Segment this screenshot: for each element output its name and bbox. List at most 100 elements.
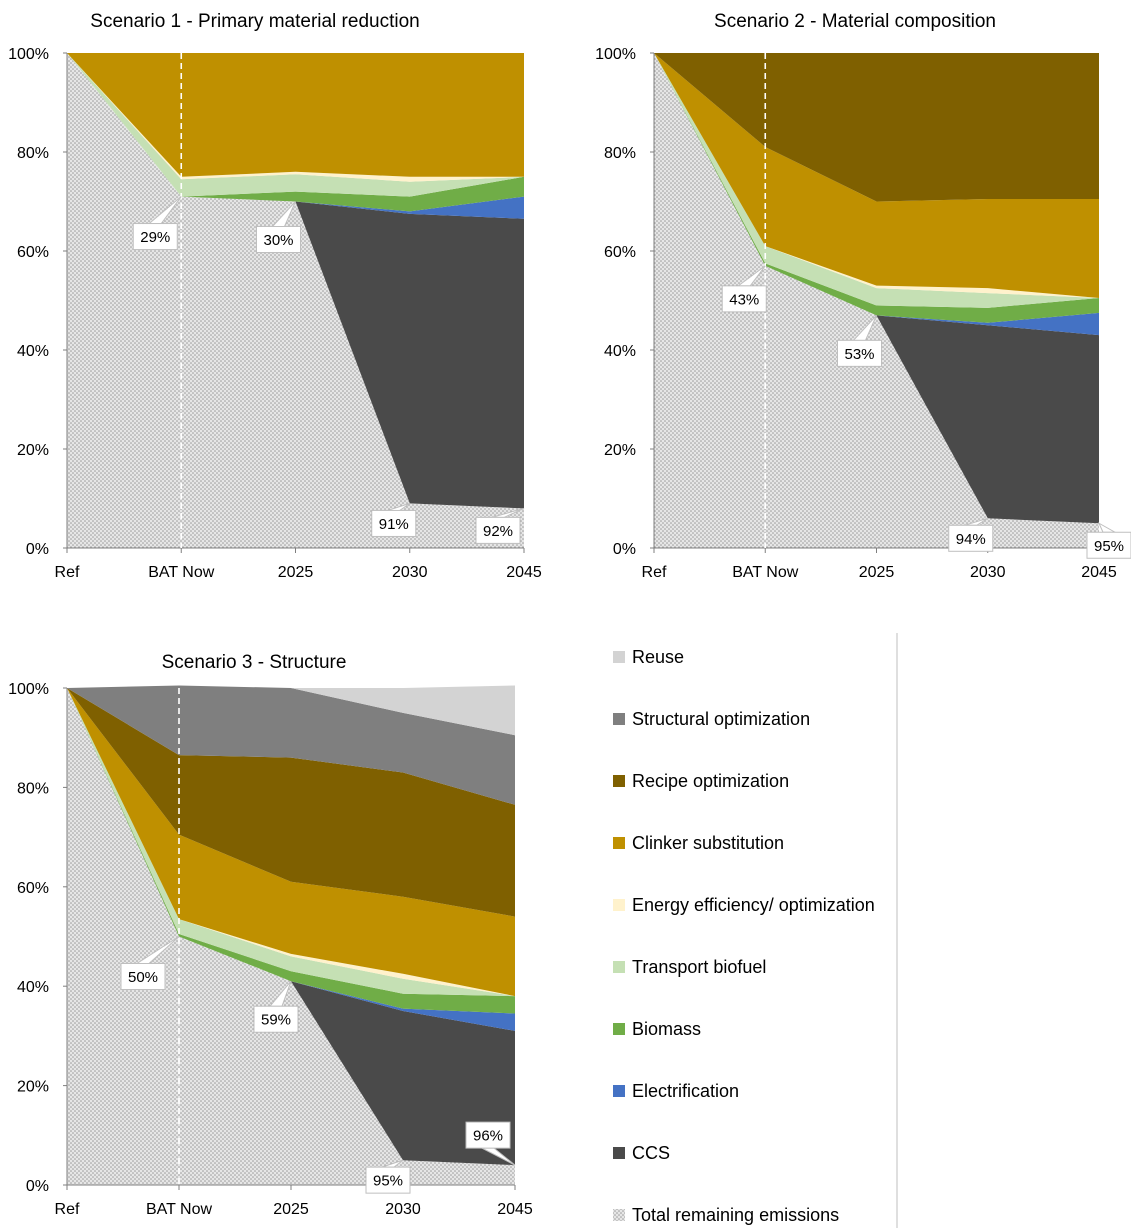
x-tick-label: Ref [55,564,80,581]
legend-swatch [613,837,625,849]
callout-label: 30% [263,232,293,249]
y-tick-label: 20% [17,1079,49,1096]
callout-box [948,524,994,552]
x-tick-label: Ref [642,564,667,581]
x-tick-label: 2030 [392,564,428,581]
x-tick-label: BAT Now [148,564,215,581]
callout-label: 59% [261,1012,291,1029]
callout-box [1086,531,1131,559]
legend-label: Energy efficiency/ optimization [632,895,875,915]
area-recipe [67,688,515,917]
callout-2025: 30% [256,201,301,253]
callout-2025: 53% [837,315,882,367]
x-tick-label: 2045 [1081,564,1117,581]
y-tick-label: 100% [8,46,49,63]
area-biomass [67,53,524,212]
area-structural [67,685,515,805]
callout-bat-now: 50% [120,936,180,990]
legend-swatch [613,1147,625,1159]
legend-swatch [613,1209,625,1221]
callout-bat-now: 43% [721,265,767,313]
legend-item-energy: Energy efficiency/ optimization [613,895,875,915]
callout-2030: 94% [948,517,994,552]
callout-box [120,963,166,990]
callout-box [253,1005,299,1033]
callout-box [837,339,882,367]
y-tick-label: 80% [17,145,49,162]
legend-swatch [613,899,625,911]
legend-item-transport: Transport biofuel [613,957,766,977]
area-reuse [67,685,515,736]
legend-item-clinker: Clinker substitution [613,833,784,853]
callout-bat-now: 29% [132,196,182,251]
legend-item-reuse: Reuse [613,647,684,667]
callout-2030: 95% [365,1159,411,1194]
legend-item-biomass: Biomass [613,1019,701,1039]
area-transport [67,53,524,197]
legend-item-ccs: CCS [613,1143,670,1163]
legend-label: Total remaining emissions [632,1205,839,1225]
legend-label: Structural optimization [632,709,810,729]
callout-box [475,516,521,544]
callout-2045: 96% [465,1121,516,1166]
y-tick-label: 40% [17,979,49,996]
x-tick-label: 2045 [497,1201,533,1218]
callout-label: 95% [1094,538,1124,555]
y-tick-label: 80% [604,145,636,162]
y-tick-label: 20% [17,442,49,459]
callout-box [371,509,417,537]
y-tick-label: 60% [604,244,636,261]
legend-label: Electrification [632,1081,739,1101]
callout-label: 95% [373,1173,403,1190]
callout-box [721,285,767,313]
x-tick-label: 2025 [859,564,895,581]
callout-label: 92% [483,523,513,540]
y-tick-label: 20% [604,442,636,459]
callout-label: 50% [128,969,158,986]
callout-box [465,1121,511,1149]
callout-label: 94% [956,531,986,548]
legend-item-recipe: Recipe optimization [613,771,789,791]
legend-swatch [613,775,625,787]
x-tick-label: BAT Now [146,1201,213,1218]
area-ccs [654,53,1099,524]
y-tick-label: 40% [604,343,636,360]
area-recipe [654,53,1099,202]
y-tick-label: 0% [613,541,636,558]
callout-2025: 59% [253,980,299,1033]
callout-pointer [1097,522,1117,533]
legend-label: Reuse [632,647,684,667]
legend-swatch [613,713,625,725]
chart-legend: Reuse Structural optimization Recipe optim… [613,633,898,1228]
x-tick-label: BAT Now [732,564,799,581]
legend-label: Biomass [632,1019,701,1039]
legend-swatch [613,651,625,663]
y-tick-label: 0% [26,1178,49,1195]
chart-scenario-2: Scenario 2 - Material composition 0% 20% 40… [595,11,1131,581]
callout-label: 91% [379,516,409,533]
y-tick-label: 100% [595,46,636,63]
y-tick-label: 100% [8,681,49,698]
x-tick-label: 2025 [273,1201,309,1218]
area-ccs [67,688,515,1166]
x-tick-label: 2045 [506,564,542,581]
x-tick-label: Ref [55,1201,80,1218]
chart-title: Scenario 1 - Primary material reduction [90,11,419,32]
callout-label: 29% [140,229,170,246]
x-tick-label: 2030 [385,1201,421,1218]
legend-label: CCS [632,1143,670,1163]
area-ccs [67,53,524,509]
y-tick-label: 60% [17,880,49,897]
chart-scenario-3: Scenario 3 - Structure 0% 20% 40% 60% 80% 100%… [8,652,533,1218]
legend-swatch [613,1085,625,1097]
chart-scenario-1: Scenario 1 - Primary material reduction 0… [8,11,542,581]
y-tick-label: 80% [17,780,49,797]
callout-2045: 92% [475,507,525,544]
callout-2045: 95% [1086,522,1131,559]
callout-label: 96% [473,1128,503,1145]
callout-box [365,1166,411,1194]
legend-label: Transport biofuel [632,957,766,977]
legend-item-remaining: Total remaining emissions [613,1205,839,1225]
y-tick-label: 60% [17,244,49,261]
